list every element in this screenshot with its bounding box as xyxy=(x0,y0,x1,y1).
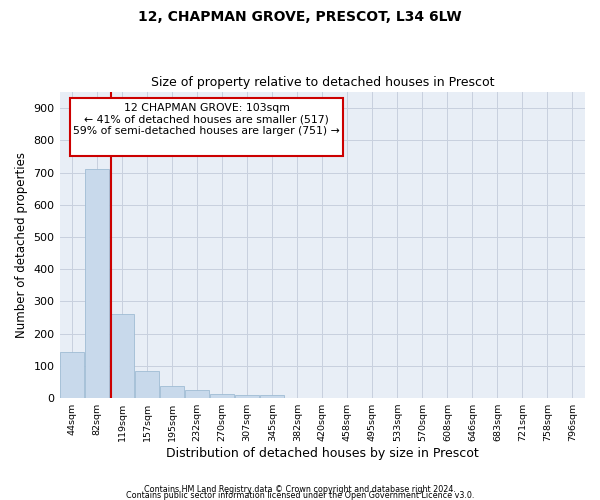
Bar xyxy=(185,390,209,398)
Title: Size of property relative to detached houses in Prescot: Size of property relative to detached ho… xyxy=(151,76,494,90)
Bar xyxy=(60,352,84,398)
FancyBboxPatch shape xyxy=(70,98,343,156)
Text: 12, CHAPMAN GROVE, PRESCOT, L34 6LW: 12, CHAPMAN GROVE, PRESCOT, L34 6LW xyxy=(138,10,462,24)
Bar xyxy=(85,170,109,398)
Bar xyxy=(160,386,184,398)
Bar xyxy=(260,395,284,398)
Bar xyxy=(235,395,259,398)
Y-axis label: Number of detached properties: Number of detached properties xyxy=(15,152,28,338)
Text: 12 CHAPMAN GROVE: 103sqm
← 41% of detached houses are smaller (517)
59% of semi-: 12 CHAPMAN GROVE: 103sqm ← 41% of detach… xyxy=(73,103,340,136)
Bar xyxy=(110,314,134,398)
Bar xyxy=(210,394,235,398)
X-axis label: Distribution of detached houses by size in Prescot: Distribution of detached houses by size … xyxy=(166,447,479,460)
Text: Contains public sector information licensed under the Open Government Licence v3: Contains public sector information licen… xyxy=(126,490,474,500)
Text: Contains HM Land Registry data © Crown copyright and database right 2024.: Contains HM Land Registry data © Crown c… xyxy=(144,485,456,494)
Bar xyxy=(135,370,159,398)
